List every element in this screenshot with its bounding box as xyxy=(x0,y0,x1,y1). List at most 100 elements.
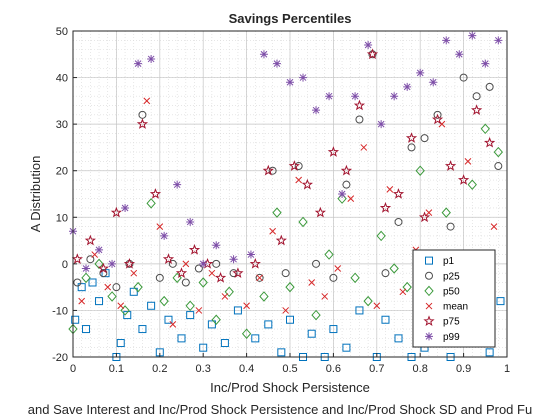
point-p50 xyxy=(298,216,308,228)
point-mean xyxy=(169,321,177,328)
point-p99 xyxy=(95,245,104,254)
point-p50 xyxy=(211,314,221,325)
x-tick-label: 0.2 xyxy=(152,363,167,375)
point-p99 xyxy=(147,54,156,63)
point-mean xyxy=(117,302,125,310)
point-p1 xyxy=(307,329,316,338)
point-p25 xyxy=(155,273,164,282)
point-p99 xyxy=(351,92,360,101)
point-p99 xyxy=(429,78,438,87)
point-p25 xyxy=(112,283,121,292)
point-p75 xyxy=(301,178,313,190)
series-p25 xyxy=(73,50,503,292)
point-p25 xyxy=(73,278,82,287)
point-p25 xyxy=(329,273,338,282)
point-p25 xyxy=(485,82,494,91)
point-mean xyxy=(208,269,216,277)
y-tick-label: 50 xyxy=(56,26,68,38)
point-p25 xyxy=(229,269,238,278)
point-p75 xyxy=(262,164,274,176)
point-p75 xyxy=(314,206,327,218)
y-tick-label: -20 xyxy=(52,352,68,364)
point-mean xyxy=(464,158,472,165)
legend-marker-p1 xyxy=(425,256,433,265)
point-p99 xyxy=(212,241,221,250)
point-p50 xyxy=(441,207,451,218)
point-p99 xyxy=(494,36,503,45)
point-p1 xyxy=(147,301,156,310)
point-p25 xyxy=(194,264,203,273)
point-p75 xyxy=(162,253,175,264)
point-p25 xyxy=(342,180,351,189)
x-tick-label: 0.7 xyxy=(369,363,384,375)
point-mean xyxy=(195,307,203,314)
point-mean xyxy=(399,288,407,296)
point-p1 xyxy=(123,311,132,320)
legend-marker-p99 xyxy=(425,332,433,341)
point-mean xyxy=(347,195,355,203)
legend-label-mean: mean xyxy=(443,302,468,313)
point-p50 xyxy=(389,263,399,274)
point-mean xyxy=(269,227,276,235)
point-p75 xyxy=(327,146,340,157)
point-p50 xyxy=(467,179,477,190)
point-p99 xyxy=(82,264,91,273)
legend-label-p75: p75 xyxy=(443,317,460,328)
point-p1 xyxy=(251,334,260,343)
point-p1 xyxy=(95,297,104,306)
legend-label-p99: p99 xyxy=(443,332,460,343)
point-p99 xyxy=(173,180,182,189)
point-p75 xyxy=(188,243,201,255)
x-tick-label: 0.1 xyxy=(109,363,124,375)
point-p75 xyxy=(288,160,300,171)
point-p75 xyxy=(379,202,392,213)
legend-label-p25: p25 xyxy=(443,271,460,282)
point-mean xyxy=(104,283,112,291)
x-tick-label: 0.5 xyxy=(282,363,297,375)
point-p75 xyxy=(175,267,188,278)
point-p1 xyxy=(186,311,195,320)
point-p1 xyxy=(329,325,338,334)
y-axis-label: A Distribution xyxy=(28,156,43,233)
x-tick-label: 0.8 xyxy=(413,363,428,375)
legend-label-p1: p1 xyxy=(443,256,455,267)
point-p25 xyxy=(381,269,390,278)
point-p99 xyxy=(134,59,143,68)
point-p50 xyxy=(363,295,373,307)
point-mean xyxy=(243,302,250,310)
point-p50 xyxy=(350,272,360,284)
point-p50 xyxy=(415,165,425,176)
point-mean xyxy=(360,144,368,151)
point-p1 xyxy=(394,334,403,343)
point-p1 xyxy=(82,325,91,334)
point-p25 xyxy=(268,166,277,175)
x-tick-label: 0.3 xyxy=(196,363,211,375)
point-p75 xyxy=(97,262,110,274)
point-p25 xyxy=(255,273,264,282)
point-p50 xyxy=(272,207,282,218)
point-p75 xyxy=(484,136,496,148)
point-p50 xyxy=(94,258,104,270)
point-p50 xyxy=(159,295,169,307)
point-p75 xyxy=(457,174,470,185)
point-mean xyxy=(334,265,342,272)
x-tick-label: 0.9 xyxy=(456,363,471,375)
point-mean xyxy=(156,223,164,230)
point-p99 xyxy=(286,78,294,87)
point-mean xyxy=(386,185,394,193)
point-p25 xyxy=(394,217,403,226)
point-p50 xyxy=(224,286,234,298)
point-p99 xyxy=(338,190,347,198)
point-p25 xyxy=(494,162,503,171)
point-p75 xyxy=(214,271,227,283)
point-mean xyxy=(256,274,263,282)
y-tick-label: 10 xyxy=(56,212,68,224)
point-p99 xyxy=(403,82,412,91)
point-p75 xyxy=(136,118,149,129)
point-p25 xyxy=(294,162,303,171)
point-p99 xyxy=(199,259,208,268)
point-p99 xyxy=(259,50,268,59)
point-p25 xyxy=(459,73,468,82)
point-p25 xyxy=(446,222,455,231)
